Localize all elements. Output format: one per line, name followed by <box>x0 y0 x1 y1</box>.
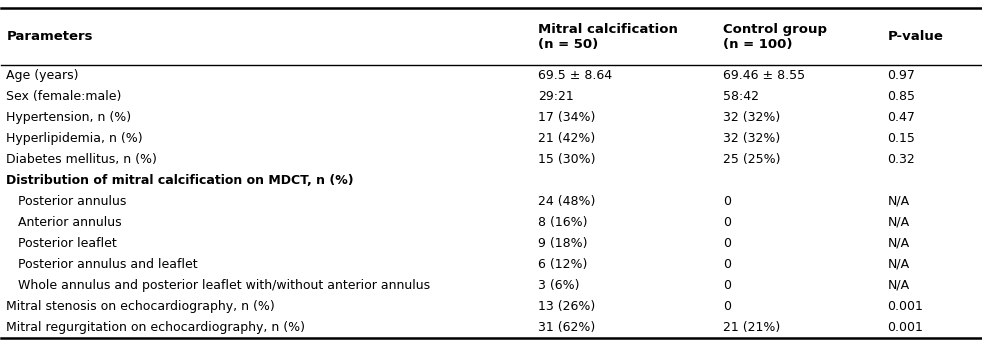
Text: 24 (48%): 24 (48%) <box>538 195 595 208</box>
Text: Anterior annulus: Anterior annulus <box>6 216 122 229</box>
Text: 25 (25%): 25 (25%) <box>723 153 781 166</box>
Text: Posterior annulus and leaflet: Posterior annulus and leaflet <box>6 258 198 271</box>
Text: Parameters: Parameters <box>6 30 92 43</box>
Text: Mitral calcification
(n = 50): Mitral calcification (n = 50) <box>538 22 678 51</box>
Text: P-value: P-value <box>888 30 944 43</box>
Text: Control group
(n = 100): Control group (n = 100) <box>723 22 827 51</box>
Text: 0.97: 0.97 <box>888 69 915 82</box>
Text: 69.46 ± 8.55: 69.46 ± 8.55 <box>723 69 805 82</box>
Text: 6 (12%): 6 (12%) <box>538 258 587 271</box>
Text: 58:42: 58:42 <box>723 90 759 103</box>
Text: 0.32: 0.32 <box>888 153 915 166</box>
Text: 0: 0 <box>723 300 731 313</box>
Text: 3 (6%): 3 (6%) <box>538 279 579 292</box>
Text: Hyperlipidemia, n (%): Hyperlipidemia, n (%) <box>6 132 143 145</box>
Text: Mitral stenosis on echocardiography, n (%): Mitral stenosis on echocardiography, n (… <box>6 300 275 313</box>
Text: 8 (16%): 8 (16%) <box>538 216 587 229</box>
Text: 69.5 ± 8.64: 69.5 ± 8.64 <box>538 69 612 82</box>
Text: Hypertension, n (%): Hypertension, n (%) <box>6 111 132 124</box>
Text: 0: 0 <box>723 258 731 271</box>
Text: 21 (21%): 21 (21%) <box>723 321 781 334</box>
Text: 9 (18%): 9 (18%) <box>538 237 587 250</box>
Text: Distribution of mitral calcification on MDCT, n (%): Distribution of mitral calcification on … <box>6 174 354 187</box>
Text: Age (years): Age (years) <box>6 69 79 82</box>
Text: 0.001: 0.001 <box>888 300 923 313</box>
Text: 32 (32%): 32 (32%) <box>723 132 781 145</box>
Text: 0.85: 0.85 <box>888 90 915 103</box>
Text: N/A: N/A <box>888 279 909 292</box>
Text: Posterior annulus: Posterior annulus <box>6 195 127 208</box>
Text: 32 (32%): 32 (32%) <box>723 111 781 124</box>
Text: 0: 0 <box>723 279 731 292</box>
Text: Mitral regurgitation on echocardiography, n (%): Mitral regurgitation on echocardiography… <box>6 321 305 334</box>
Text: N/A: N/A <box>888 216 909 229</box>
Text: N/A: N/A <box>888 195 909 208</box>
Text: 0: 0 <box>723 216 731 229</box>
Text: 0: 0 <box>723 195 731 208</box>
Text: 31 (62%): 31 (62%) <box>538 321 595 334</box>
Text: 0.15: 0.15 <box>888 132 915 145</box>
Text: Diabetes mellitus, n (%): Diabetes mellitus, n (%) <box>6 153 157 166</box>
Text: 17 (34%): 17 (34%) <box>538 111 595 124</box>
Text: 0.47: 0.47 <box>888 111 915 124</box>
Text: N/A: N/A <box>888 258 909 271</box>
Text: Posterior leaflet: Posterior leaflet <box>6 237 117 250</box>
Text: Sex (female:male): Sex (female:male) <box>6 90 122 103</box>
Text: 0: 0 <box>723 237 731 250</box>
Text: N/A: N/A <box>888 237 909 250</box>
Text: 29:21: 29:21 <box>538 90 573 103</box>
Text: Whole annulus and posterior leaflet with/without anterior annulus: Whole annulus and posterior leaflet with… <box>6 279 430 292</box>
Text: 21 (42%): 21 (42%) <box>538 132 595 145</box>
Text: 0.001: 0.001 <box>888 321 923 334</box>
Text: 13 (26%): 13 (26%) <box>538 300 595 313</box>
Text: 15 (30%): 15 (30%) <box>538 153 595 166</box>
